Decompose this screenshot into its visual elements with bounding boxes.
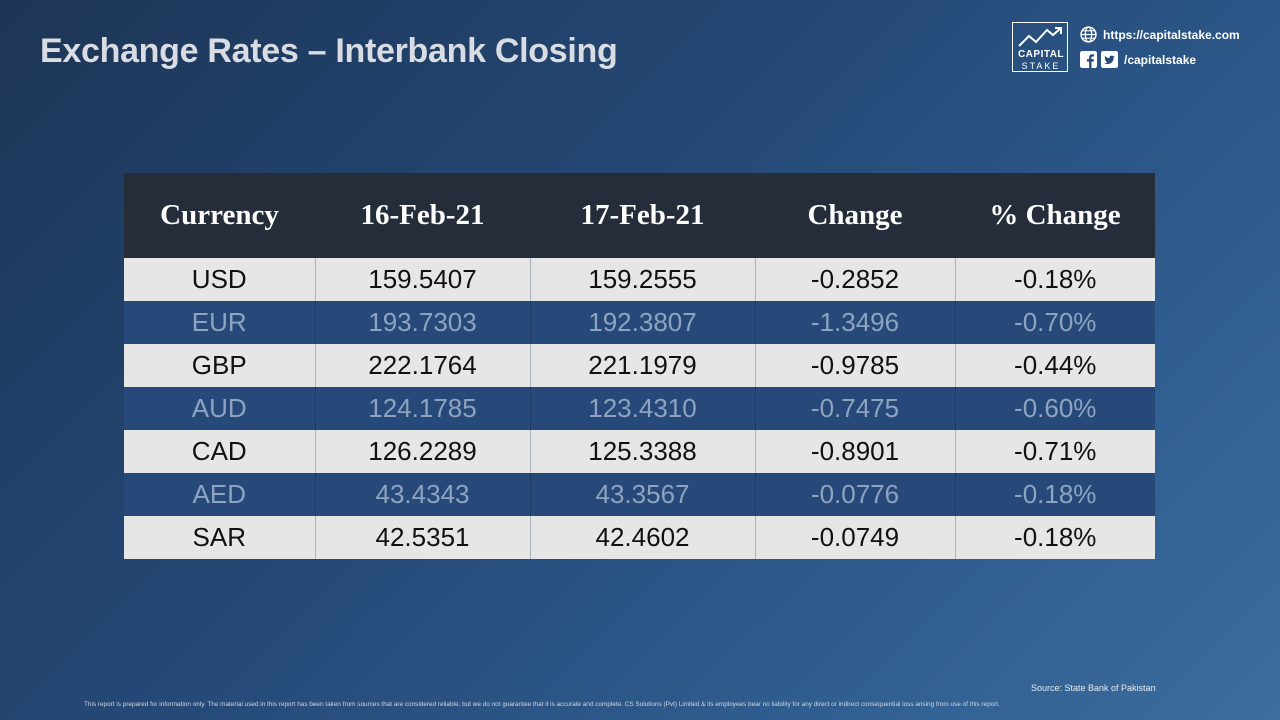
rate-cell-2: 42.4602 [530,516,756,559]
website-link-row[interactable]: https://capitalstake.com [1080,26,1240,43]
change-cell: -0.0776 [755,473,956,516]
pct-change-cell: -0.71% [955,430,1155,473]
currency-cell: SAR [124,516,316,559]
table-row: SAR 42.5351 42.4602 -0.0749 -0.18% [124,516,1155,559]
rate-cell-2: 159.2555 [530,258,756,301]
header-date-2: 17-Feb-21 [530,173,755,258]
chart-trend-icon [1018,27,1062,47]
currency-cell: AED [124,473,316,516]
header-change: Change [755,173,955,258]
pct-change-cell: -0.70% [955,301,1155,344]
website-link[interactable]: https://capitalstake.com [1103,27,1240,42]
logo-text-line2: STAKE [1021,61,1061,71]
globe-icon [1080,26,1097,43]
exchange-rates-table: Currency 16-Feb-21 17-Feb-21 Change % Ch… [124,173,1155,559]
rate-cell-2: 123.4310 [530,387,756,430]
table-row: AED 43.4343 43.3567 -0.0776 -0.18% [124,473,1155,516]
social-handle-link[interactable]: /capitalstake [1124,52,1197,67]
currency-cell: EUR [124,301,316,344]
pct-change-cell: -0.18% [955,516,1155,559]
rate-cell-1: 42.5351 [315,516,531,559]
rate-cell-1: 193.7303 [315,301,531,344]
capitalstake-logo[interactable]: CAPITAL STAKE [1012,22,1068,72]
change-cell: -0.9785 [755,344,956,387]
change-cell: -0.2852 [755,258,956,301]
table-row: GBP 222.1764 221.1979 -0.9785 -0.44% [124,344,1155,387]
currency-cell: USD [124,258,316,301]
pct-change-cell: -0.18% [955,258,1155,301]
rate-cell-2: 125.3388 [530,430,756,473]
table-row: EUR 193.7303 192.3807 -1.3496 -0.70% [124,301,1155,344]
social-link-row[interactable]: /capitalstake [1080,51,1196,68]
change-cell: -1.3496 [755,301,956,344]
header-date-1: 16-Feb-21 [315,173,530,258]
change-cell: -0.8901 [755,430,956,473]
brand-block: CAPITAL STAKE https://capitalstake.com /… [1012,22,1252,76]
rate-cell-2: 43.3567 [530,473,756,516]
page-title: Exchange Rates – Interbank Closing [40,32,618,70]
rate-cell-2: 192.3807 [530,301,756,344]
header-pct-change: % Change [955,173,1155,258]
table-row: CAD 126.2289 125.3388 -0.8901 -0.71% [124,430,1155,473]
currency-cell: GBP [124,344,316,387]
logo-text-line1: CAPITAL [1017,49,1065,60]
table-row: USD 159.5407 159.2555 -0.2852 -0.18% [124,258,1155,301]
pct-change-cell: -0.60% [955,387,1155,430]
pct-change-cell: -0.18% [955,473,1155,516]
disclaimer-text: This report is prepared for information … [84,701,1000,708]
pct-change-cell: -0.44% [955,344,1155,387]
change-cell: -0.0749 [755,516,956,559]
rate-cell-1: 222.1764 [315,344,531,387]
facebook-icon[interactable] [1080,51,1097,68]
currency-cell: CAD [124,430,316,473]
change-cell: -0.7475 [755,387,956,430]
table-row: AUD 124.1785 123.4310 -0.7475 -0.60% [124,387,1155,430]
rate-cell-1: 124.1785 [315,387,531,430]
table-header-row: Currency 16-Feb-21 17-Feb-21 Change % Ch… [124,173,1155,258]
twitter-icon[interactable] [1101,51,1118,68]
header-currency: Currency [124,173,315,258]
rate-cell-1: 159.5407 [315,258,531,301]
rate-cell-1: 126.2289 [315,430,531,473]
rate-cell-2: 221.1979 [530,344,756,387]
currency-cell: AUD [124,387,316,430]
source-note: Source: State Bank of Pakistan [1031,683,1156,693]
rate-cell-1: 43.4343 [315,473,531,516]
